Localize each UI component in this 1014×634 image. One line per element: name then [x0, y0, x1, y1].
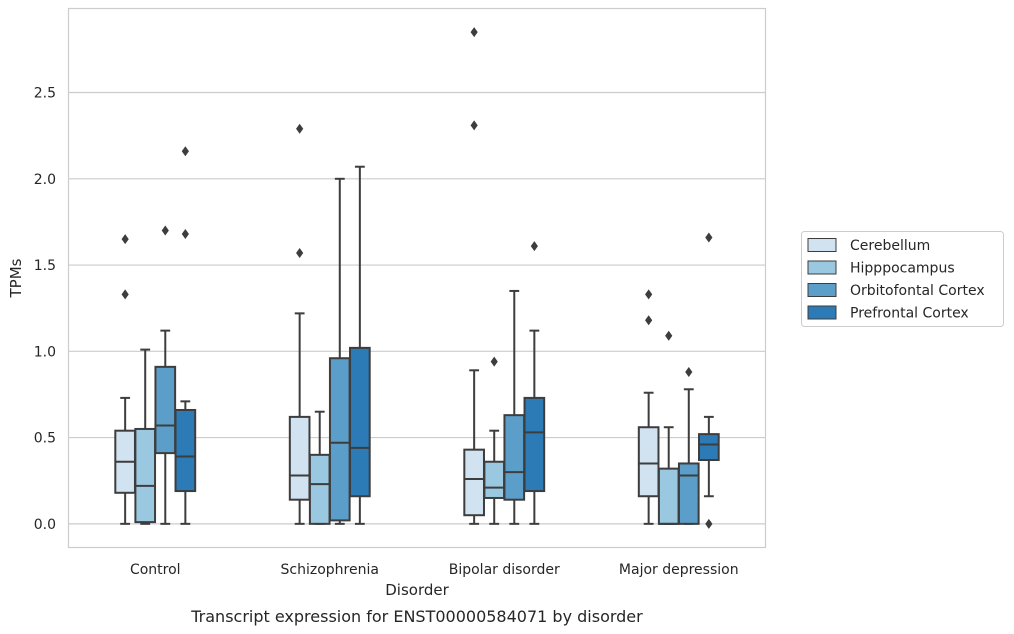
- outlier-point: [121, 234, 129, 245]
- x-tick-labels: Control Schizophrenia Bipolar disorder Majo…: [130, 562, 739, 578]
- box: [308, 453, 331, 525]
- outlier-point: [181, 229, 189, 240]
- box-group: [698, 232, 720, 529]
- box: [657, 467, 680, 525]
- outlier-point: [470, 120, 478, 131]
- box-group: [637, 289, 660, 525]
- box-group: [503, 289, 526, 525]
- legend-label: Hipppocampus: [850, 261, 955, 277]
- outlier-point: [470, 27, 478, 38]
- legend-frame: [801, 231, 1004, 327]
- x-tick-label: Schizophrenia: [281, 562, 379, 578]
- box: [637, 426, 660, 498]
- y-gridlines: [68, 91, 766, 525]
- box-group: [114, 234, 136, 525]
- legend-swatch: [807, 238, 837, 252]
- box: [154, 365, 177, 455]
- outlier-point: [181, 146, 189, 157]
- legend-label: Cerebellum: [850, 238, 930, 254]
- legend-label: Orbitofontal Cortex: [850, 283, 985, 299]
- x-axis-title: Disorder: [385, 581, 449, 599]
- y-tick-labels: 0.0 0.5 1.0 1.5 2.0 2.5: [34, 86, 56, 533]
- box-group: [483, 356, 506, 525]
- box-group: [523, 241, 546, 525]
- outlier-point: [645, 315, 653, 326]
- y-tick-label: 0.0: [34, 517, 56, 533]
- box-group: [463, 27, 485, 525]
- box: [698, 433, 720, 462]
- outlier-point: [121, 289, 129, 300]
- y-tick-label: 1.0: [34, 344, 56, 360]
- plot-frame: [67, 7, 767, 549]
- outlier-point: [530, 241, 538, 252]
- x-tick-label: Control: [130, 562, 181, 578]
- box: [677, 462, 700, 525]
- box-group: [349, 165, 371, 525]
- outlier-point: [665, 330, 673, 341]
- y-tick-label: 0.5: [34, 431, 56, 447]
- outlier-point: [705, 518, 713, 529]
- legend-swatch: [807, 305, 837, 320]
- box: [288, 415, 311, 501]
- box: [134, 427, 157, 524]
- box: [328, 357, 351, 522]
- box-group: [308, 410, 331, 525]
- box-group: [288, 123, 311, 525]
- box: [483, 460, 506, 499]
- box-group: [657, 330, 680, 525]
- outlier-point: [645, 289, 653, 300]
- x-tick-label: Bipolar disorder: [449, 562, 560, 578]
- box: [523, 396, 546, 493]
- box: [349, 346, 371, 498]
- chart-caption: Transcript expression for ENST0000058407…: [190, 607, 643, 626]
- legend-swatch: [807, 260, 837, 275]
- x-tick-label: Major depression: [619, 562, 739, 578]
- box-group: [677, 367, 700, 525]
- legend-swatch: [807, 283, 837, 297]
- legend-label: Prefrontal Cortex: [850, 306, 969, 322]
- box-group: [328, 177, 351, 525]
- box-group: [134, 348, 157, 525]
- box: [503, 414, 526, 501]
- outlier-point: [161, 225, 169, 236]
- outlier-point: [490, 356, 498, 367]
- box-series: [114, 27, 720, 529]
- outlier-point: [705, 232, 713, 243]
- legend: Cerebellum Hipppocampus Orbitofontal Corte…: [801, 231, 1004, 327]
- y-axis-title: TPMs: [7, 258, 25, 298]
- box-group: [174, 146, 197, 525]
- y-tick-label: 1.5: [34, 258, 56, 274]
- outlier-point: [296, 123, 304, 134]
- outlier-point: [296, 247, 304, 258]
- y-tick-label: 2.0: [34, 172, 56, 188]
- outlier-point: [685, 367, 693, 378]
- box: [463, 448, 485, 517]
- y-tick-label: 2.5: [34, 86, 56, 102]
- box: [174, 408, 197, 493]
- box-group: [154, 225, 177, 525]
